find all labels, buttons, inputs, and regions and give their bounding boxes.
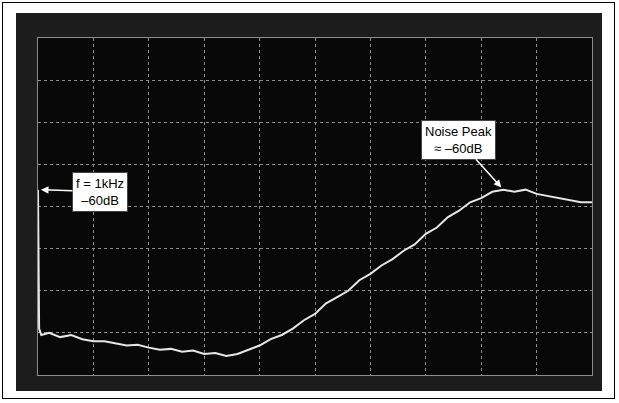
svg-text:Noise Peak≈ –60dB: Noise Peak≈ –60dB [425, 124, 492, 156]
svg-text:f = 1kHz–60dB: f = 1kHz–60dB [76, 176, 124, 208]
